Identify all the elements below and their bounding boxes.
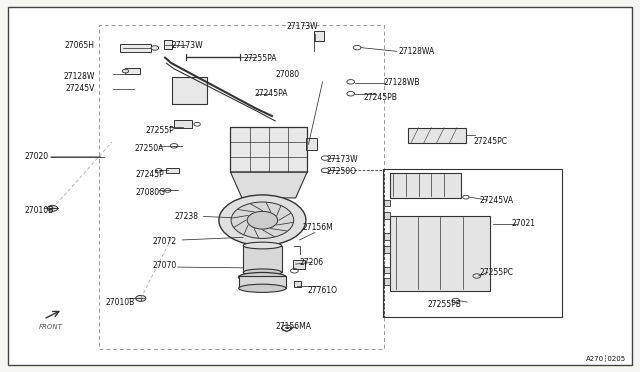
Text: 27250O: 27250O (326, 167, 356, 176)
Text: 27245VA: 27245VA (480, 196, 514, 205)
Text: 27173W: 27173W (326, 155, 358, 164)
Text: 27761O: 27761O (307, 286, 337, 295)
Bar (166, 168, 179, 173)
Text: 27080G: 27080G (136, 188, 166, 197)
Bar (125, 68, 140, 74)
Bar (243, 246, 282, 272)
Bar (294, 281, 301, 287)
Text: 27245V: 27245V (65, 84, 95, 93)
Text: 27255PC: 27255PC (480, 268, 514, 277)
Ellipse shape (238, 272, 287, 282)
Bar (306, 138, 317, 150)
Bar (230, 127, 307, 172)
Text: FRONT: FRONT (38, 324, 62, 330)
Text: 27255P: 27255P (146, 126, 175, 135)
Text: 27173W: 27173W (287, 22, 318, 31)
Text: 27072: 27072 (152, 237, 177, 246)
Bar (239, 276, 286, 288)
Bar (384, 246, 390, 253)
Text: 27065H: 27065H (65, 41, 95, 50)
Bar (408, 128, 466, 143)
Circle shape (136, 295, 146, 301)
Bar (293, 260, 305, 269)
Polygon shape (230, 172, 307, 198)
Bar (164, 40, 172, 49)
Text: 27255PB: 27255PB (428, 300, 461, 309)
Circle shape (247, 211, 278, 229)
Text: 27021: 27021 (512, 219, 536, 228)
Circle shape (219, 195, 306, 246)
Ellipse shape (243, 269, 282, 276)
Bar (99, 25, 384, 349)
Bar (120, 44, 151, 52)
Text: 27128W: 27128W (63, 72, 95, 81)
Text: A270┆0205: A270┆0205 (586, 355, 626, 362)
Text: 27156M: 27156M (302, 223, 333, 232)
Text: 27250A: 27250A (134, 144, 164, 153)
Text: 27238: 27238 (174, 212, 198, 221)
Text: 27080: 27080 (275, 70, 300, 79)
Text: 27255PA: 27255PA (243, 54, 276, 63)
Text: 27020: 27020 (24, 153, 49, 161)
Bar (384, 212, 390, 219)
Bar (174, 120, 192, 128)
Circle shape (231, 202, 294, 238)
Bar (384, 200, 390, 206)
Text: 27010B: 27010B (24, 206, 54, 215)
Text: 27245PC: 27245PC (474, 137, 508, 146)
Bar (384, 233, 390, 240)
Circle shape (47, 205, 58, 211)
Text: 27245PA: 27245PA (255, 89, 288, 98)
Text: 27128WB: 27128WB (384, 78, 420, 87)
Text: 27156MA: 27156MA (275, 322, 311, 331)
Bar (314, 31, 324, 41)
Text: 27245P: 27245P (136, 170, 164, 179)
Text: 27070: 27070 (152, 262, 177, 270)
Bar (384, 278, 390, 285)
Circle shape (122, 69, 129, 73)
Bar (390, 216, 490, 291)
Bar (390, 173, 461, 198)
Text: 27245PB: 27245PB (364, 93, 397, 102)
Ellipse shape (243, 242, 282, 249)
Circle shape (151, 46, 159, 50)
Text: 27206: 27206 (300, 258, 324, 267)
Text: 27128WA: 27128WA (398, 47, 435, 56)
Ellipse shape (239, 284, 286, 292)
Bar (383, 169, 562, 317)
Bar (172, 77, 207, 104)
Text: 27010B: 27010B (106, 298, 135, 307)
Bar (384, 267, 390, 273)
Text: 27173W: 27173W (172, 41, 203, 50)
